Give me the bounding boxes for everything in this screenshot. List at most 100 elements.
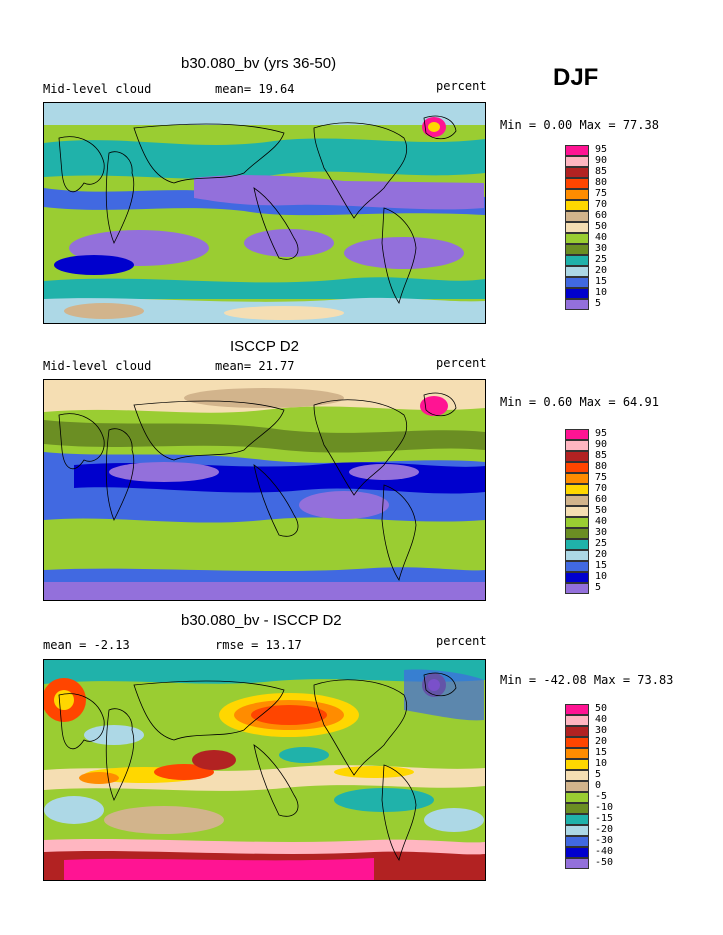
panel1-variable-label: Mid-level cloud <box>43 82 152 96</box>
panel3-colorbar-label: 50 <box>595 703 608 714</box>
panel2-units-label: percent <box>436 356 487 370</box>
panel1-colorbar-label: 60 <box>595 210 608 221</box>
panel1-colorbar-label: 20 <box>595 265 608 276</box>
panel1-colorbar-label: 95 <box>595 144 608 155</box>
panel3-map-plot <box>44 660 485 880</box>
panel2-variable-label: Mid-level cloud <box>43 359 152 373</box>
panel1-colorbar-swatch <box>565 200 589 211</box>
panel3-colorbar-label: 10 <box>595 758 608 769</box>
panel2-colorbar-swatch <box>565 462 589 473</box>
panel1-colorbar-swatch <box>565 233 589 244</box>
panel1-colorbar-label: 25 <box>595 254 608 265</box>
panel2-colorbar-label: 80 <box>595 461 608 472</box>
panel2-map-plot <box>44 380 485 600</box>
panel3-map <box>43 659 486 881</box>
panel3-title: b30.080_bv - ISCCP D2 <box>181 612 342 629</box>
panel2-colorbar-swatch <box>565 583 589 594</box>
panel1-minmax: Min = 0.00 Max = 77.38 <box>500 118 659 132</box>
panel1-colorbar-swatch <box>565 222 589 233</box>
panel3-mean-label: mean = -2.13 <box>43 638 130 652</box>
panel2-colorbar-swatch <box>565 517 589 528</box>
panel3-colorbar-label: 40 <box>595 714 608 725</box>
panel1-colorbar-label: 40 <box>595 232 608 243</box>
panel3-units-label: percent <box>436 634 487 648</box>
panel1-map-plot <box>44 103 485 323</box>
panel2-colorbar-label: 75 <box>595 472 608 483</box>
panel2-map <box>43 379 486 601</box>
panel1-colorbar-swatch <box>565 299 589 310</box>
panel3-colorbar-swatch <box>565 737 589 748</box>
panel3-colorbar-swatch <box>565 803 589 814</box>
panel2-colorbar-label: 50 <box>595 505 608 516</box>
panel3-colorbar-label: 30 <box>595 725 608 736</box>
panel3-colorbar-label: 5 <box>595 769 602 780</box>
panel2-colorbar-swatch <box>565 550 589 561</box>
panel1-colorbar-label: 75 <box>595 188 608 199</box>
panel1-colorbar-label: 5 <box>595 298 602 309</box>
panel1-mean-label: mean= 19.64 <box>215 82 295 96</box>
panel2-colorbar-label: 70 <box>595 483 608 494</box>
panel3-colorbar-swatch <box>565 814 589 825</box>
panel2-minmax: Min = 0.60 Max = 64.91 <box>500 395 659 409</box>
panel1-colorbar-swatch <box>565 211 589 222</box>
panel3-colorbar-label: 15 <box>595 747 608 758</box>
panel2-colorbar-label: 25 <box>595 538 608 549</box>
panel3-colorbar-swatch <box>565 770 589 781</box>
panel1-colorbar-label: 90 <box>595 155 608 166</box>
panel2-colorbar-label: 5 <box>595 582 602 593</box>
panel2-mean-label: mean= 21.77 <box>215 359 295 373</box>
panel3-colorbar: 50 40 30 20 15 10 5 0 -5 -10 -15 -20 -30 -40 -50 <box>565 704 625 879</box>
panel2-colorbar: 95 90 85 80 75 70 60 50 40 30 25 20 15 10 5 <box>565 429 625 604</box>
panel2-colorbar-swatch <box>565 572 589 583</box>
panel3-colorbar-label: 0 <box>595 780 602 791</box>
panel1-colorbar-swatch <box>565 277 589 288</box>
panel1-colorbar-label: 50 <box>595 221 608 232</box>
panel2-colorbar-swatch <box>565 484 589 495</box>
panel1-colorbar: 95 90 85 80 75 70 60 50 40 30 25 20 15 10 5 <box>565 145 625 320</box>
panel1-title: b30.080_bv (yrs 36-50) <box>181 55 337 72</box>
panel1-colorbar-label: 10 <box>595 287 608 298</box>
panel3-colorbar-label: -40 <box>595 846 614 857</box>
panel3-colorbar-swatch <box>565 792 589 803</box>
panel2-colorbar-label: 15 <box>595 560 608 571</box>
panel3-colorbar-swatch <box>565 858 589 869</box>
panel2-colorbar-label: 40 <box>595 516 608 527</box>
panel2-colorbar-swatch <box>565 495 589 506</box>
panel3-colorbar-swatch <box>565 748 589 759</box>
panel2-colorbar-swatch <box>565 561 589 572</box>
panel1-colorbar-swatch <box>565 189 589 200</box>
panel1-colorbar-swatch <box>565 145 589 156</box>
panel1-colorbar-swatch <box>565 178 589 189</box>
panel3-colorbar-swatch <box>565 847 589 858</box>
panel2-colorbar-label: 20 <box>595 549 608 560</box>
panel3-rmse-label: rmse = 13.17 <box>215 638 302 652</box>
panel1-colorbar-swatch <box>565 266 589 277</box>
panel2-colorbar-swatch <box>565 440 589 451</box>
panel1-colorbar-swatch <box>565 167 589 178</box>
panel3-colorbar-swatch <box>565 759 589 770</box>
panel1-colorbar-label: 30 <box>595 243 608 254</box>
panel2-colorbar-label: 30 <box>595 527 608 538</box>
panel3-colorbar-swatch <box>565 704 589 715</box>
season-label: DJF <box>553 64 599 91</box>
panel2-colorbar-swatch <box>565 473 589 484</box>
panel2-colorbar-label: 90 <box>595 439 608 450</box>
panel2-colorbar-swatch <box>565 429 589 440</box>
panel2-colorbar-label: 85 <box>595 450 608 461</box>
panel1-colorbar-swatch <box>565 156 589 167</box>
panel3-colorbar-label: 20 <box>595 736 608 747</box>
panel2-colorbar-swatch <box>565 451 589 462</box>
panel1-units-label: percent <box>436 79 487 93</box>
panel2-colorbar-label: 95 <box>595 428 608 439</box>
panel3-minmax: Min = -42.08 Max = 73.83 <box>500 673 674 687</box>
panel3-colorbar-swatch <box>565 825 589 836</box>
panel2-title: ISCCP D2 <box>230 338 299 355</box>
panel3-colorbar-label: -50 <box>595 857 614 868</box>
panel2-colorbar-label: 60 <box>595 494 608 505</box>
panel3-colorbar-label: -5 <box>595 791 608 802</box>
panel2-colorbar-swatch <box>565 528 589 539</box>
panel1-colorbar-label: 15 <box>595 276 608 287</box>
panel3-colorbar-label: -20 <box>595 824 614 835</box>
panel2-colorbar-swatch <box>565 539 589 550</box>
panel1-colorbar-label: 85 <box>595 166 608 177</box>
